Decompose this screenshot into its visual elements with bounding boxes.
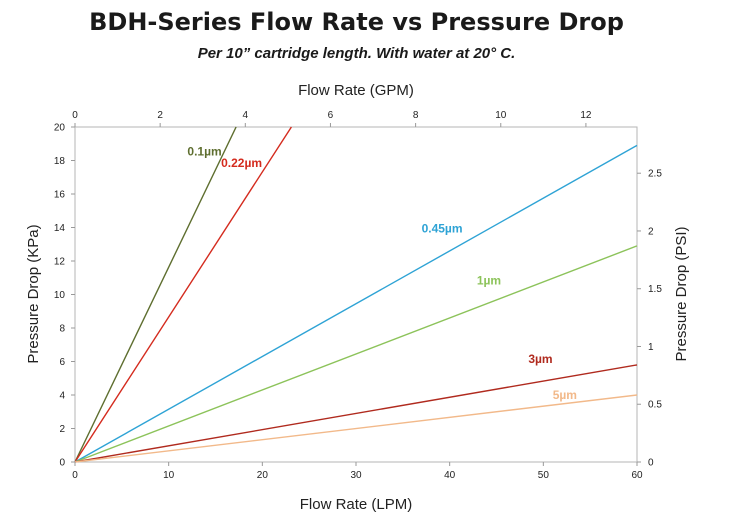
y-left-tick-label: 2 — [59, 424, 65, 435]
y-right-tick-label: 1.5 — [648, 284, 662, 295]
x-bottom-tick-label: 60 — [631, 470, 643, 481]
chart-title: BDH-Series Flow Rate vs Pressure Drop — [89, 8, 624, 36]
y-left-tick-label: 4 — [59, 391, 65, 402]
x-bottom-tick-label: 0 — [72, 470, 78, 481]
series-line-2 — [74, 126, 292, 463]
x-top-tick-label: 12 — [580, 110, 592, 121]
y-left-tick-label: 6 — [59, 357, 65, 368]
x-top-tick-label: 2 — [157, 110, 163, 121]
series-line-6 — [74, 394, 638, 463]
y-left-tick-label: 18 — [54, 156, 66, 167]
y-right-tick-label: 0.5 — [648, 400, 662, 411]
chart-subtitle: Per 10” cartridge length. With water at … — [197, 45, 516, 62]
y-right-tick-label: 2 — [648, 226, 654, 237]
x-top-tick-label: 8 — [413, 110, 419, 121]
y-left-tick-label: 0 — [59, 458, 65, 469]
x-axis-top-title: Flow Rate (GPM) — [298, 82, 414, 99]
x-axis-bottom-title: Flow Rate (LPM) — [300, 496, 413, 513]
y-right-tick-label: 0 — [648, 458, 654, 469]
x-top-tick-label: 10 — [495, 110, 507, 121]
series-label-4: 1µm — [477, 273, 501, 287]
plot-area — [74, 126, 638, 463]
x-bottom-tick-label: 40 — [444, 470, 456, 481]
x-bottom-tick-label: 10 — [163, 470, 175, 481]
series-line-4 — [74, 245, 638, 463]
y-axis-right-title: Pressure Drop (PSI) — [673, 226, 690, 361]
series-line-1 — [74, 126, 237, 463]
y-left-tick-label: 16 — [54, 190, 66, 201]
x-top-tick-label: 0 — [72, 110, 78, 121]
x-top-tick-label: 4 — [243, 110, 249, 121]
series-label-1: 0.1µm — [187, 144, 221, 158]
x-top-tick-label: 6 — [328, 110, 334, 121]
y-left-tick-label: 20 — [54, 123, 66, 134]
series-label-6: 5µm — [553, 388, 577, 402]
y-left-tick-label: 14 — [54, 223, 66, 234]
y-right-tick-label: 2.5 — [648, 169, 662, 180]
series-line-5 — [74, 364, 638, 463]
y-right-tick-label: 1 — [648, 342, 654, 353]
x-bottom-tick-label: 20 — [257, 470, 269, 481]
x-bottom-tick-label: 30 — [350, 470, 362, 481]
y-left-tick-label: 10 — [54, 290, 66, 301]
series-label-3: 0.45µm — [422, 222, 463, 236]
y-axis-left-title: Pressure Drop (KPa) — [25, 224, 42, 363]
series-label-5: 3µm — [528, 352, 552, 366]
y-left-tick-label: 8 — [59, 324, 65, 335]
series-line-3 — [74, 144, 638, 463]
x-bottom-tick-label: 50 — [538, 470, 550, 481]
series-label-2: 0.22µm — [221, 156, 262, 170]
y-left-tick-label: 12 — [54, 257, 66, 268]
